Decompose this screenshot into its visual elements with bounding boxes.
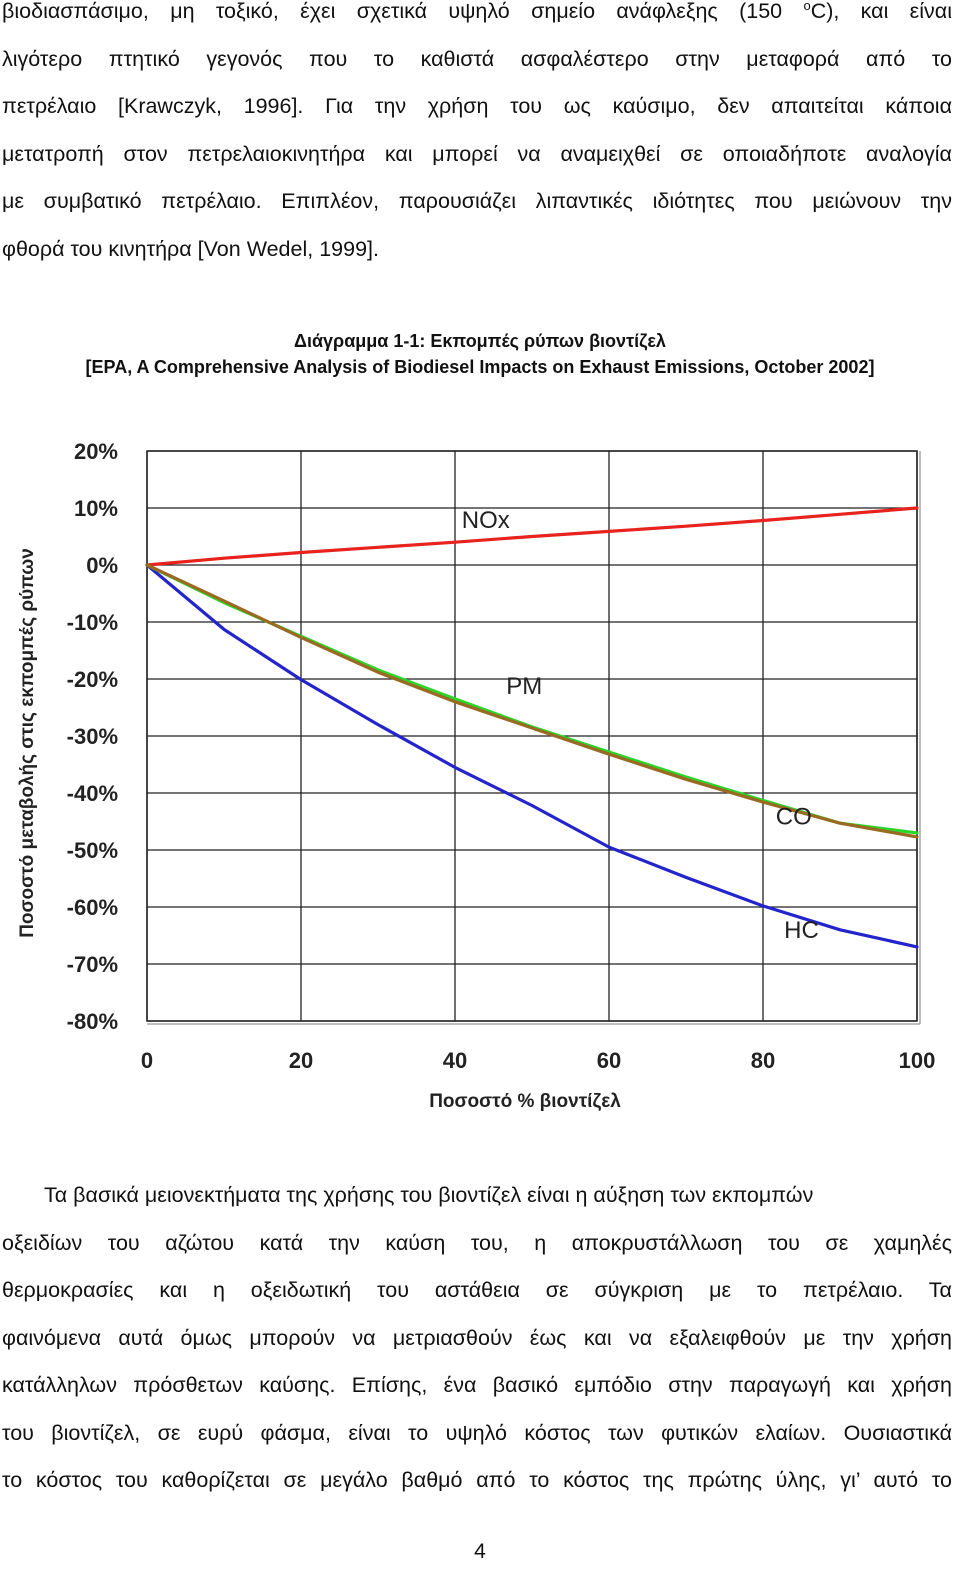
text-line: το κόστος του καθορίζεται σε μεγάλο βαθμ… [2, 1468, 952, 1492]
text-line: του βιοντίζελ, σε ευρύ φάσμα, είναι το υ… [2, 1420, 952, 1445]
text-line: οξειδίων του αζώτου κατά την καύση του, … [2, 1230, 952, 1255]
series-line-nox [145, 506, 919, 567]
text-line: μετατροπή στον πετρελαιοκινητήρα και μπο… [2, 141, 952, 166]
text-line: με συμβατικό πετρέλαιο. Επιπλέον, παρουσ… [2, 189, 952, 213]
x-tick-label: 40 [443, 1048, 467, 1073]
y-tick-label: -30% [67, 724, 118, 749]
figure-caption-title: Διάγραμμα 1-1: Εκπομπές ρύπων βιοντίζελ [294, 331, 666, 351]
y-tick-label: -70% [67, 952, 118, 977]
figure-caption-source: [EPA, A Comprehensive Analysis of Biodie… [85, 357, 875, 377]
y-tick-label: -20% [67, 667, 118, 692]
y-tick-label: 20% [74, 439, 118, 464]
y-tick-label: -80% [67, 1009, 118, 1034]
intro-paragraph: βιοδιασπάσιμο, μη τοξικό, έχει σχετικά υ… [2, 0, 952, 273]
text-line: θερμοκρασίες και η οξειδωτική του αστάθε… [2, 1278, 952, 1302]
text-line: βιοδιασπάσιμο, μη τοξικό, έχει σχετικά υ… [2, 0, 952, 36]
drawbacks-paragraph: Τα βασικά μειονεκτήματα της χρήσης του β… [2, 1172, 952, 1505]
series-line-hc [145, 563, 919, 949]
x-tick-label: 60 [597, 1048, 621, 1073]
series-line-co [145, 563, 919, 839]
text-line: πετρέλαιο [Krawczyk, 1996]. Για την χρήσ… [2, 94, 952, 118]
y-tick-label: 0% [86, 553, 118, 578]
y-tick-label: -10% [67, 610, 118, 635]
x-tick-label: 20 [289, 1048, 313, 1073]
emissions-chart: 20% 10% 0% -10% -20% -30% -40% -50% -60% -70% -80%… [17, 439, 936, 1112]
y-tick-label: -50% [67, 838, 118, 863]
text-line: κατάλληλων πρόσθετων καύσης. Επίσης, ένα… [2, 1373, 952, 1397]
y-tick-label: -60% [67, 895, 118, 920]
text-line: Τα βασικά μειονεκτήματα της χρήσης του β… [44, 1183, 814, 1207]
y-tick-label: -40% [67, 781, 118, 806]
x-tick-label: 80 [751, 1048, 775, 1073]
series-label-co: CO [776, 803, 812, 830]
x-axis-label: Ποσοστό % βιοντίζελ [429, 1091, 621, 1112]
series-label-hc: HC [784, 917, 819, 944]
x-tick-label: 0 [141, 1048, 153, 1073]
series-label-pm: PM [506, 673, 542, 700]
page-number: 4 [474, 1540, 486, 1563]
y-tick-label: 10% [74, 496, 118, 521]
x-tick-label: 100 [899, 1048, 936, 1073]
y-axis-label: Ποσοστό μεταβολής στις εκπομπές ρύπων [17, 548, 38, 938]
degree-superscript: ο [803, 0, 811, 13]
text-line: φθορά του κινητήρα [Von Wedel, 1999]. [2, 236, 379, 261]
text-line: φαινόμενα αυτά όμως μπορούν να μετριασθο… [2, 1325, 952, 1350]
series-label-nox: NOx [462, 507, 510, 534]
text-line: λιγότερο πτητικό γεγονός που το καθιστά … [2, 46, 952, 71]
